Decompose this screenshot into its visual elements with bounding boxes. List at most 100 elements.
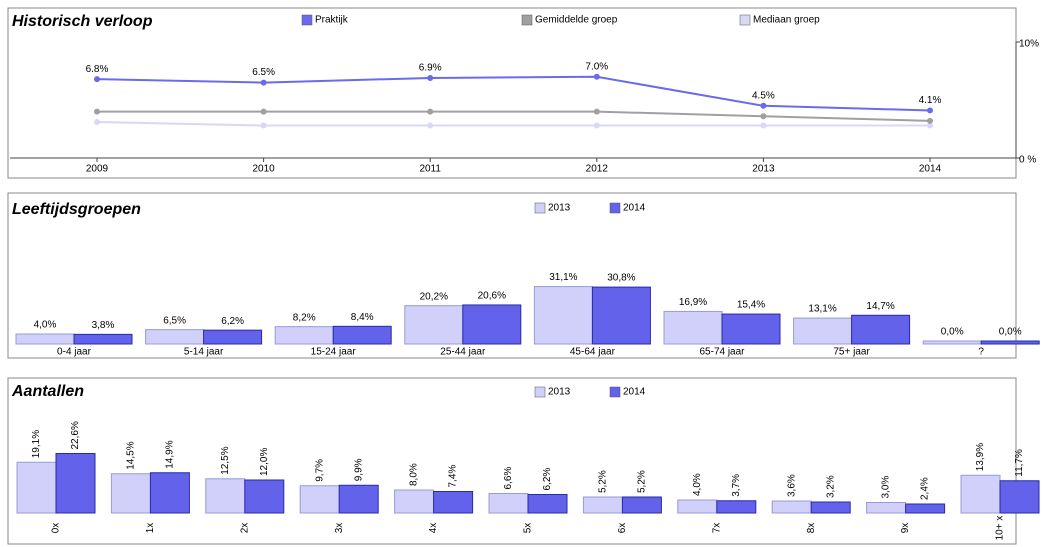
chart-title: Historisch verloop (12, 13, 153, 30)
data-label: 6.5% (252, 67, 275, 78)
legend-label: 2014 (623, 387, 646, 398)
bar (905, 503, 946, 514)
x-tick-label: 0-4 jaar (57, 347, 92, 358)
data-label: 7,4% (448, 465, 459, 488)
point (94, 108, 100, 115)
x-tick-label: 1x (145, 523, 156, 534)
point (760, 122, 767, 129)
panel (7, 7, 1017, 179)
point (760, 113, 767, 120)
bar (793, 317, 853, 345)
bar (677, 499, 718, 514)
point (94, 119, 100, 126)
series-line (96, 75, 931, 112)
data-label: 20,6% (478, 291, 506, 302)
x-tick-label: 15-24 jaar (311, 347, 357, 358)
point (593, 122, 600, 129)
x-tick-label: 65-74 jaar (699, 347, 745, 358)
x-tick-label: 5-14 jaar (184, 347, 224, 358)
bar (771, 500, 812, 514)
bar (244, 479, 285, 514)
data-label: 3,0% (881, 476, 892, 499)
bar (980, 340, 1040, 345)
x-tick-label: 7x (711, 523, 722, 534)
x-tick-label: 4x (428, 523, 439, 534)
data-label: 8,4% (351, 312, 374, 323)
bar (866, 502, 907, 514)
data-label: 6.8% (86, 64, 109, 75)
bar (488, 493, 529, 514)
point (927, 122, 933, 129)
bar (149, 472, 190, 514)
bar (274, 326, 334, 345)
point (927, 107, 933, 114)
bar (332, 325, 392, 345)
legend-swatch (609, 386, 621, 398)
data-label: 14,7% (866, 301, 894, 312)
x-tick-label: 2011 (419, 164, 441, 175)
legend-label: Praktijk (315, 15, 349, 26)
x-tick-label: 9x (900, 523, 911, 534)
bar (960, 474, 1001, 514)
point (760, 102, 767, 109)
data-label: 22,6% (70, 421, 81, 449)
data-label: 5,2% (598, 470, 609, 493)
point (593, 108, 600, 115)
bar (527, 494, 568, 514)
data-label: 9,9% (353, 458, 364, 481)
bar (394, 489, 435, 514)
bar (15, 333, 75, 345)
y-tick-label: 0 % (1019, 155, 1036, 166)
data-label: 12,5% (220, 446, 231, 474)
x-tick-label: 75+ jaar (833, 347, 870, 358)
legend-label: 2013 (548, 387, 571, 398)
bar (810, 501, 851, 514)
data-label: 15,4% (737, 300, 765, 311)
legend-swatch (739, 14, 751, 26)
bar (462, 304, 522, 345)
x-tick-label: 5x (523, 523, 534, 534)
point (427, 74, 434, 81)
data-label: 3,7% (731, 474, 742, 497)
bar (716, 500, 757, 514)
bar (922, 340, 982, 345)
point (94, 76, 100, 83)
bar (16, 461, 57, 514)
bar (582, 496, 623, 514)
data-label: 0,0% (999, 327, 1022, 338)
chart-title: Leeftijdsgroepen (12, 201, 141, 218)
x-tick-label: 10+ x (995, 516, 1006, 541)
legend-swatch (534, 202, 546, 214)
data-label: 9,7% (314, 459, 325, 482)
x-tick-label: 2013 (752, 164, 775, 175)
data-label: 16,9% (679, 297, 707, 308)
data-label: 3,2% (825, 475, 836, 498)
bar (205, 478, 246, 514)
legend-label: Mediaan groep (753, 15, 820, 26)
data-label: 4.5% (752, 90, 775, 101)
bar (533, 286, 593, 345)
data-label: 8,0% (409, 463, 420, 486)
legend-swatch (609, 202, 621, 214)
data-label: 14,5% (126, 441, 137, 469)
legend-swatch (301, 14, 313, 26)
bar (999, 480, 1040, 514)
point (593, 73, 600, 80)
point (260, 79, 267, 86)
data-label: 4,0% (692, 473, 703, 496)
data-label: 0,0% (941, 327, 964, 338)
legend-label: 2013 (548, 203, 571, 214)
x-tick-label: 0x (51, 523, 62, 534)
x-tick-label: 3x (334, 523, 345, 534)
data-label: 14,9% (165, 440, 176, 468)
data-label: 2,4% (920, 477, 931, 500)
bar (338, 484, 379, 514)
x-tick-label: 2009 (86, 164, 109, 175)
x-tick-label: 25-44 jaar (440, 347, 486, 358)
x-tick-label: 2014 (919, 164, 942, 175)
x-tick-label: ? (978, 347, 984, 358)
bar (404, 305, 464, 345)
point (260, 108, 267, 115)
y-tick-label: 10% (1019, 39, 1039, 50)
